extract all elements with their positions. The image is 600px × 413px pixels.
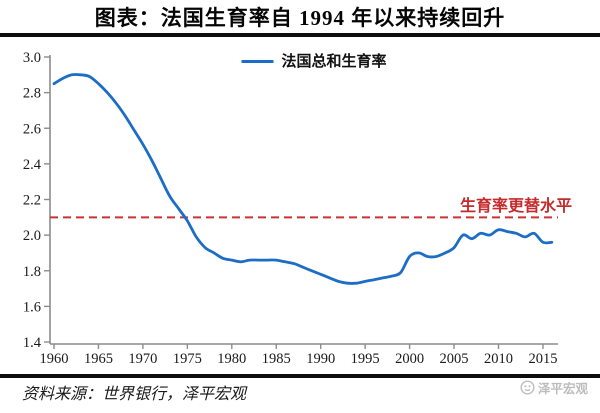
footer-divider-rule <box>0 374 600 378</box>
x-tick-label: 2015 <box>528 351 557 367</box>
y-tick-label: 2.4 <box>23 157 42 173</box>
x-tick-label: 1970 <box>128 351 157 367</box>
title-divider-rule <box>0 33 600 37</box>
x-tick-label: 1995 <box>351 351 380 367</box>
x-tick-label: 2010 <box>484 351 513 367</box>
replacement-level-annotation: 生育率更替水平 <box>459 198 572 215</box>
y-tick-label: 2.8 <box>23 86 41 102</box>
y-tick-label: 2.6 <box>23 121 41 137</box>
watermark-logo-icon <box>520 380 535 395</box>
y-tick-label: 1.4 <box>23 335 42 351</box>
y-tick-label: 2.2 <box>23 193 41 209</box>
legend-line-swatch <box>241 59 274 63</box>
x-tick-label: 2005 <box>440 351 469 367</box>
x-tick-label: 1965 <box>84 351 113 367</box>
y-tick-label: 1.6 <box>23 299 41 315</box>
y-tick-label: 3.0 <box>23 50 41 66</box>
y-tick-label: 2.0 <box>23 228 41 244</box>
fertility-curve <box>52 73 554 285</box>
watermark: 泽平宏观 <box>520 378 588 397</box>
x-tick-label: 1990 <box>306 351 335 367</box>
y-tick-label: 1.8 <box>23 264 41 280</box>
source-note: 资料来源：世界银行，泽平宏观 <box>22 386 247 403</box>
x-tick-label: 1975 <box>173 351 202 367</box>
x-tick-label: 1960 <box>40 351 69 367</box>
legend: 法国总和生育率 <box>241 50 387 71</box>
x-tick-label: 1985 <box>262 351 291 367</box>
legend-label: 法国总和生育率 <box>281 54 387 70</box>
watermark-label: 泽平宏观 <box>537 382 588 396</box>
chart-title: 图表：法国生育率自 1994 年以来持续回升 <box>94 6 506 30</box>
x-tick-label: 1980 <box>217 351 246 367</box>
x-tick-label: 2000 <box>395 351 424 367</box>
